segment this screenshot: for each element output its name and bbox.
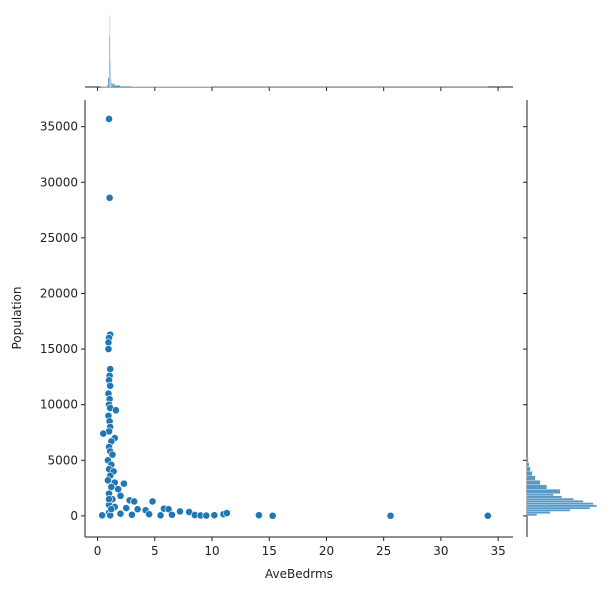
point — [122, 504, 131, 512]
histogram-bar — [526, 509, 571, 512]
point — [145, 510, 153, 519]
point — [111, 406, 120, 415]
point — [104, 345, 113, 353]
histogram-bar — [526, 475, 536, 481]
y-tick-label: 15000 — [40, 342, 78, 356]
histogram-bar — [526, 502, 594, 505]
point — [130, 497, 139, 506]
y-tick-label: 35000 — [40, 120, 78, 134]
y-tick-label: 20000 — [40, 286, 78, 300]
point — [108, 450, 117, 459]
histogram-bar — [106, 84, 108, 88]
point — [210, 511, 219, 520]
point — [107, 505, 116, 514]
point — [106, 365, 115, 373]
histogram-bar — [107, 77, 110, 88]
point — [105, 495, 113, 504]
point — [164, 505, 173, 514]
point — [106, 381, 115, 390]
histogram-bar — [111, 82, 113, 88]
point — [386, 511, 395, 520]
histogram-bar — [526, 471, 533, 476]
histogram-bar — [526, 466, 531, 472]
y-tick-label: 25000 — [40, 231, 78, 245]
histogram-bar — [526, 457, 529, 463]
histogram-bar — [110, 61, 111, 88]
point — [107, 483, 116, 491]
histogram-bar — [114, 85, 121, 88]
histogram-bar — [109, 14, 111, 88]
point — [202, 511, 211, 520]
point — [255, 511, 263, 520]
x-tick-label: 0 — [94, 544, 102, 558]
histogram-bar — [526, 493, 554, 497]
histogram-bar — [526, 500, 584, 503]
point — [105, 193, 114, 202]
x-tick-label: 25 — [376, 544, 391, 558]
x-axis-label: AveBedrms — [265, 567, 333, 581]
y-axis-label: Population — [10, 286, 24, 349]
point — [133, 505, 142, 514]
point — [156, 511, 165, 520]
histogram-bar — [526, 504, 597, 508]
point — [98, 511, 107, 520]
x-tick-label: 20 — [319, 544, 334, 558]
y-tick-label: 10000 — [40, 398, 78, 412]
x-tick-label: 30 — [433, 544, 448, 558]
x-tick-label: 15 — [262, 544, 277, 558]
histogram-bar — [526, 513, 538, 517]
histogram-bar — [526, 462, 530, 468]
point — [116, 491, 125, 500]
point — [114, 485, 123, 494]
point — [99, 429, 108, 438]
y-tick-label: 5000 — [47, 453, 78, 467]
point — [268, 511, 277, 520]
y-tick-label: 0 — [70, 509, 78, 523]
histogram-bar — [526, 480, 541, 485]
point — [116, 509, 125, 518]
point — [483, 511, 492, 520]
point — [104, 338, 113, 347]
histogram-bar — [112, 83, 115, 88]
histogram-bar — [526, 506, 591, 510]
point — [128, 510, 136, 519]
histogram-bar — [526, 497, 574, 501]
point — [105, 115, 113, 123]
x-tick-label: 35 — [490, 544, 505, 558]
y-tick-label: 30000 — [40, 175, 78, 189]
histogram-bar — [526, 484, 548, 490]
point — [223, 509, 231, 517]
histogram-bar — [526, 489, 561, 494]
histogram-bar — [526, 495, 562, 499]
point — [103, 476, 112, 485]
point — [176, 507, 184, 516]
x-tick-label: 10 — [204, 544, 219, 558]
x-tick-label: 5 — [151, 544, 159, 558]
point — [120, 479, 128, 488]
point — [168, 510, 176, 519]
point — [148, 497, 157, 506]
histogram-bar — [526, 511, 551, 514]
histogram-bar — [120, 86, 133, 88]
